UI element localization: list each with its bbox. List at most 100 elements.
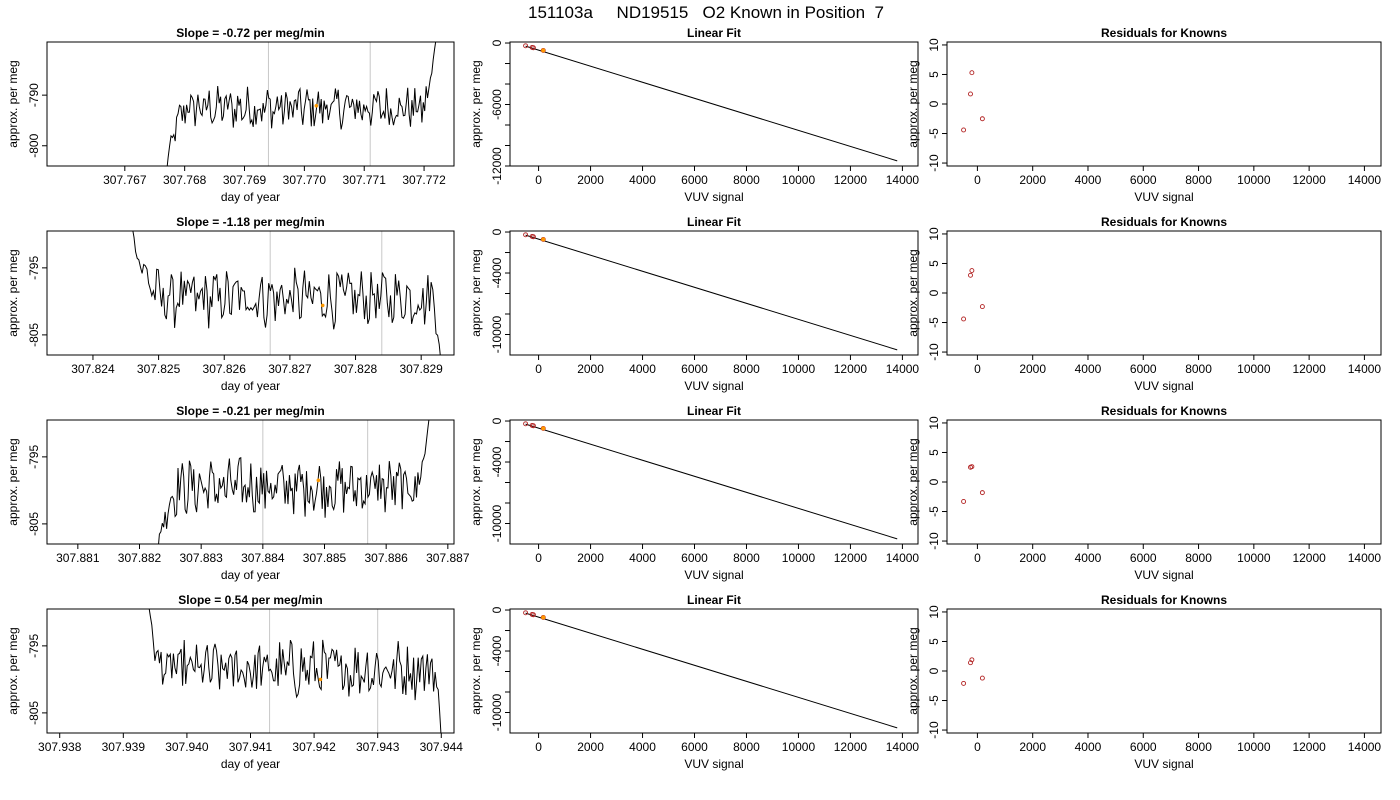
row3-time-series-highlight-point — [316, 478, 321, 483]
row2-residuals-xtick-label: 0 — [974, 362, 981, 376]
row4-linear-fit-ytick-label: -10000 — [490, 694, 504, 732]
row3-linear-fit-xtick-label: 8000 — [733, 551, 760, 565]
row3-residuals-ytick-label: 10 — [927, 416, 941, 430]
row3-linear-fit-xlabel: VUV signal — [684, 568, 743, 582]
row1-linear-fit-ytick-label: -12000 — [490, 147, 504, 185]
row3-residuals-xtick-label: 4000 — [1075, 551, 1102, 565]
row2-linear-fit-ytick-label: 0 — [490, 228, 504, 235]
row1-residuals-xtick-label: 8000 — [1185, 173, 1212, 187]
row2-linear-fit-panel: Linear Fit 0 2000 4000 6000 8000 10000 12000 140… — [469, 215, 919, 393]
row4-linear-fit-ytick-label: -4000 — [490, 635, 504, 666]
row2-residuals-xtick-label: 4000 — [1075, 362, 1102, 376]
row2-linear-fit-xtick-label: 14000 — [886, 362, 920, 376]
row4-time-series-xtick-label: 307.941 — [229, 740, 273, 754]
row2-time-series-xtick-label: 307.829 — [399, 362, 443, 376]
row4-time-series-xtick-label: 307.940 — [165, 740, 209, 754]
row2-time-series-ylabel: approx. per meg — [6, 249, 20, 336]
row2-residuals-ytick-label: 0 — [927, 289, 941, 296]
row4-linear-fit-ytick-label: 0 — [490, 606, 504, 613]
row1-residuals-title: Residuals for Knowns — [1101, 26, 1227, 40]
row2-time-series-frame — [46, 230, 455, 356]
row2-residuals-xtick-label: 6000 — [1130, 362, 1157, 376]
row3-linear-fit-xtick-label: 12000 — [834, 551, 868, 565]
row3-linear-fit-ytick-label: 0 — [490, 417, 504, 424]
row1-residuals-frame — [946, 41, 1382, 167]
row1-time-series-xtick-label: 307.767 — [103, 173, 147, 187]
row1-time-series-ytick-label: -790 — [27, 83, 41, 107]
row3-residuals-ytick-label: 5 — [927, 449, 941, 456]
row2-time-series-panel: Slope = -1.18 per meg/min 307.824 307.825 3… — [6, 215, 455, 393]
row1-residuals-ytick-label: 5 — [927, 71, 941, 78]
row3-time-series-xlabel: day of year — [221, 568, 280, 582]
row1-residuals-xtick-label: 10000 — [1237, 173, 1271, 187]
row2-residuals-plot-area — [961, 268, 985, 322]
row3-time-series-xtick-label: 307.884 — [241, 551, 285, 565]
row3-residuals-xtick-label: 8000 — [1185, 551, 1212, 565]
row1-time-series-ylabel: approx. per meg — [6, 60, 20, 147]
row3-time-series-xtick-label: 307.886 — [364, 551, 408, 565]
row2-residuals-residual-point — [979, 304, 985, 310]
row4-linear-fit-xlabel: VUV signal — [684, 757, 743, 771]
row4-linear-fit-ylabel: approx. per meg — [469, 627, 483, 714]
row1-linear-fit-xtick-label: 10000 — [782, 173, 816, 187]
row2-time-series-xtick-label: 307.825 — [137, 362, 181, 376]
row1-linear-fit-xtick-label: 6000 — [681, 173, 708, 187]
row4-residuals-xtick-label: 0 — [974, 740, 981, 754]
row1-residuals-residual-point — [969, 70, 975, 76]
row2-linear-fit-xtick-label: 6000 — [681, 362, 708, 376]
row3-linear-fit-panel: Linear Fit 0 2000 4000 6000 8000 10000 12000 140… — [469, 404, 919, 582]
row3-time-series-trace-line — [158, 420, 430, 544]
row3-linear-fit-xtick-label: 4000 — [629, 551, 656, 565]
row2-linear-fit-highlight-point — [541, 237, 546, 242]
row3-linear-fit-xtick-label: 10000 — [782, 551, 816, 565]
row4-time-series-xtick-label: 307.942 — [292, 740, 336, 754]
row2-residuals-residual-point — [961, 316, 967, 322]
row1-time-series-xtick-label: 307.771 — [343, 173, 387, 187]
row3-time-series-xtick-label: 307.883 — [179, 551, 223, 565]
row4-linear-fit-xtick-label: 4000 — [629, 740, 656, 754]
row4-linear-fit-xtick-label: 6000 — [681, 740, 708, 754]
row3-time-series-xtick-label: 307.887 — [426, 551, 470, 565]
row3-linear-fit-xtick-label: 2000 — [577, 551, 604, 565]
row2-residuals-ylabel: approx. per meg — [906, 249, 920, 336]
row4-residuals-ytick-label: 0 — [927, 667, 941, 674]
row4-linear-fit-title: Linear Fit — [687, 593, 741, 607]
row4-linear-fit-frame — [509, 608, 919, 734]
row4-residuals-xtick-label: 6000 — [1130, 740, 1157, 754]
row4-time-series-frame — [46, 608, 455, 734]
row3-linear-fit-xtick-label: 0 — [535, 551, 542, 565]
row4-linear-fit-xtick-label: 10000 — [782, 740, 816, 754]
row3-residuals-frame — [946, 419, 1382, 545]
row2-residuals-ytick-label: 10 — [927, 227, 941, 241]
row2-residuals-ytick-label: -10 — [927, 343, 941, 361]
row1-linear-fit-frame — [509, 41, 919, 167]
row4-time-series-xtick-label: 307.944 — [420, 740, 464, 754]
row2-time-series-ytick-label: -805 — [27, 323, 41, 347]
row2-residuals-xlabel: VUV signal — [1134, 379, 1193, 393]
row1-residuals-ytick-label: -5 — [927, 128, 941, 139]
row2-residuals-ytick-label: -5 — [927, 317, 941, 328]
row3-linear-fit-title: Linear Fit — [687, 404, 741, 418]
row2-linear-fit-xtick-label: 2000 — [577, 362, 604, 376]
row1-time-series-ytick-label: -800 — [27, 133, 41, 157]
row3-linear-fit-highlight-point — [541, 426, 546, 431]
row1-linear-fit-xtick-label: 4000 — [629, 173, 656, 187]
row1-time-series-frame — [46, 41, 455, 167]
row3-residuals-xtick-label: 0 — [974, 551, 981, 565]
row4-residuals-frame — [946, 608, 1382, 734]
row3-linear-fit-xtick-label: 14000 — [886, 551, 920, 565]
row1-residuals-ytick-label: -10 — [927, 154, 941, 172]
row2-linear-fit-xtick-label: 12000 — [834, 362, 868, 376]
row2-residuals-xtick-label: 8000 — [1185, 362, 1212, 376]
row1-residuals-plot-area — [961, 70, 985, 133]
row1-linear-fit-ytick-label: -6000 — [490, 89, 504, 120]
row1-linear-fit-plot-area — [523, 43, 898, 162]
row1-residuals-xtick-label: 0 — [974, 173, 981, 187]
row2-residuals-xtick-label: 10000 — [1237, 362, 1271, 376]
row1-linear-fit-xtick-label: 0 — [535, 173, 542, 187]
row3-residuals-title: Residuals for Knowns — [1101, 404, 1227, 418]
row3-residuals-xlabel: VUV signal — [1134, 568, 1193, 582]
